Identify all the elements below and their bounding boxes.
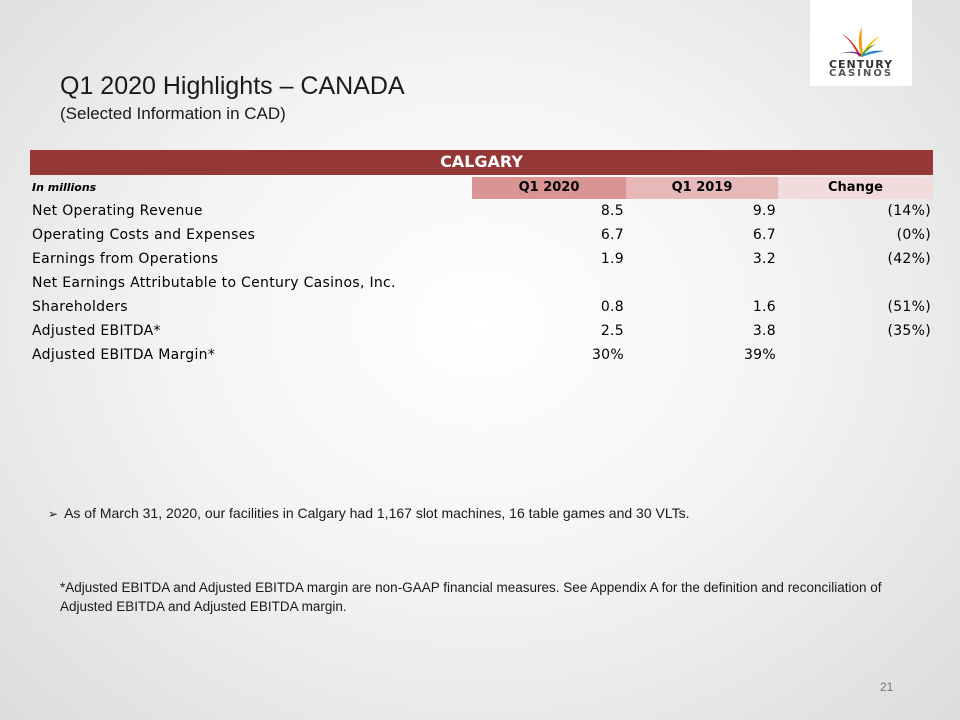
table-banner: CALGARY [30,150,933,175]
cell-q1-2019: 1.6 [752,299,776,315]
cell-q1-2019: 3.8 [752,323,776,339]
cell-change: (42%) [887,251,931,267]
row-label: Net Earnings Attributable to Century Cas… [32,275,396,291]
table-header-row: In millions Q1 2020 Q1 2019 Change [30,175,933,199]
facilities-bullet: ➢ As of March 31, 2020, our facilities in… [48,505,690,521]
column-header-change: Change [778,177,933,199]
starburst-logo-icon [839,27,884,57]
cell-change: (0%) [896,227,931,243]
cell-q1-2020: 2.5 [600,323,624,339]
calgary-highlights-table: CALGARY In millions Q1 2020 Q1 2019 Chan… [30,150,933,367]
cell-change: (35%) [887,323,931,339]
row-label: Adjusted EBITDA Margin* [32,347,216,363]
cell-change: (14%) [887,203,931,219]
arrow-bullet-icon: ➢ [48,507,59,521]
bullet-text: As of March 31, 2020, our facilities in … [64,505,690,521]
cell-q1-2019: 6.7 [752,227,776,243]
cell-q1-2020: 8.5 [600,203,624,219]
cell-q1-2020: 0.8 [600,299,624,315]
cell-q1-2020: 1.9 [600,251,624,267]
table-row: Shareholders 0.8 1.6 (51%) [30,295,933,319]
table-row: Adjusted EBITDA Margin* 30% 39% [30,343,933,367]
table-row: Net Earnings Attributable to Century Cas… [30,271,933,295]
table-row: Operating Costs and Expenses 6.7 6.7 (0%… [30,223,933,247]
row-label: Earnings from Operations [32,251,219,267]
cell-q1-2019: 3.2 [752,251,776,267]
row-label: Net Operating Revenue [32,203,203,219]
row-label: Operating Costs and Expenses [32,227,256,243]
cell-change: (51%) [887,299,931,315]
page-subtitle: (Selected Information in CAD) [60,104,286,123]
table-row: Adjusted EBITDA* 2.5 3.8 (35%) [30,319,933,343]
row-label: Adjusted EBITDA* [32,323,161,339]
logo-wordmark-century: CENTURY [828,58,894,71]
page-title: Q1 2020 Highlights – CANADA [60,72,405,100]
cell-q1-2019: 39% [743,347,776,363]
table-row: Earnings from Operations 1.9 3.2 (42%) [30,247,933,271]
cell-q1-2019: 9.9 [752,203,776,219]
column-header-q1-2019: Q1 2019 [626,177,778,199]
non-gaap-footnote: *Adjusted EBITDA and Adjusted EBITDA mar… [60,580,882,614]
logo-wordmark-casinos: CASINOS [828,68,894,79]
table-row: Net Operating Revenue 8.5 9.9 (14%) [30,199,933,223]
page-number: 21 [880,680,894,694]
column-header-q1-2020: Q1 2020 [472,177,626,199]
century-casinos-logo: CENTURY CASINOS [810,0,912,86]
unit-label: In millions [32,181,97,194]
cell-q1-2020: 30% [591,347,624,363]
cell-q1-2020: 6.7 [600,227,624,243]
row-label: Shareholders [32,299,128,315]
